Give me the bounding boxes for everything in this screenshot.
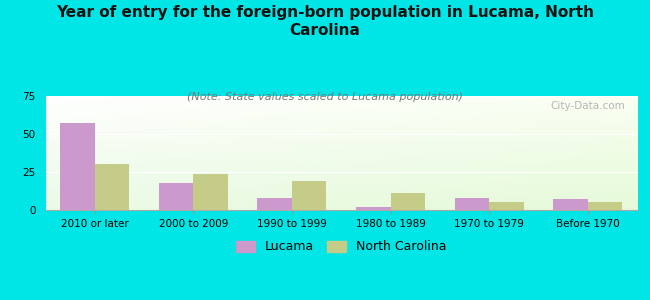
Bar — [489, 202, 524, 210]
Bar — [60, 123, 95, 210]
Bar — [194, 173, 228, 210]
Text: City-Data.com: City-Data.com — [551, 100, 625, 111]
Legend: Lucama, North Carolina: Lucama, North Carolina — [231, 236, 451, 259]
Bar — [588, 202, 622, 210]
Bar — [356, 207, 391, 210]
Bar — [454, 198, 489, 210]
Bar — [257, 198, 292, 210]
Bar — [292, 181, 326, 210]
Bar — [391, 193, 425, 210]
Bar — [95, 164, 129, 210]
Text: Year of entry for the foreign-born population in Lucama, North
Carolina: Year of entry for the foreign-born popul… — [56, 4, 594, 38]
Text: (Note: State values scaled to Lucama population): (Note: State values scaled to Lucama pop… — [187, 92, 463, 101]
Bar — [553, 200, 588, 210]
Bar — [159, 183, 194, 210]
